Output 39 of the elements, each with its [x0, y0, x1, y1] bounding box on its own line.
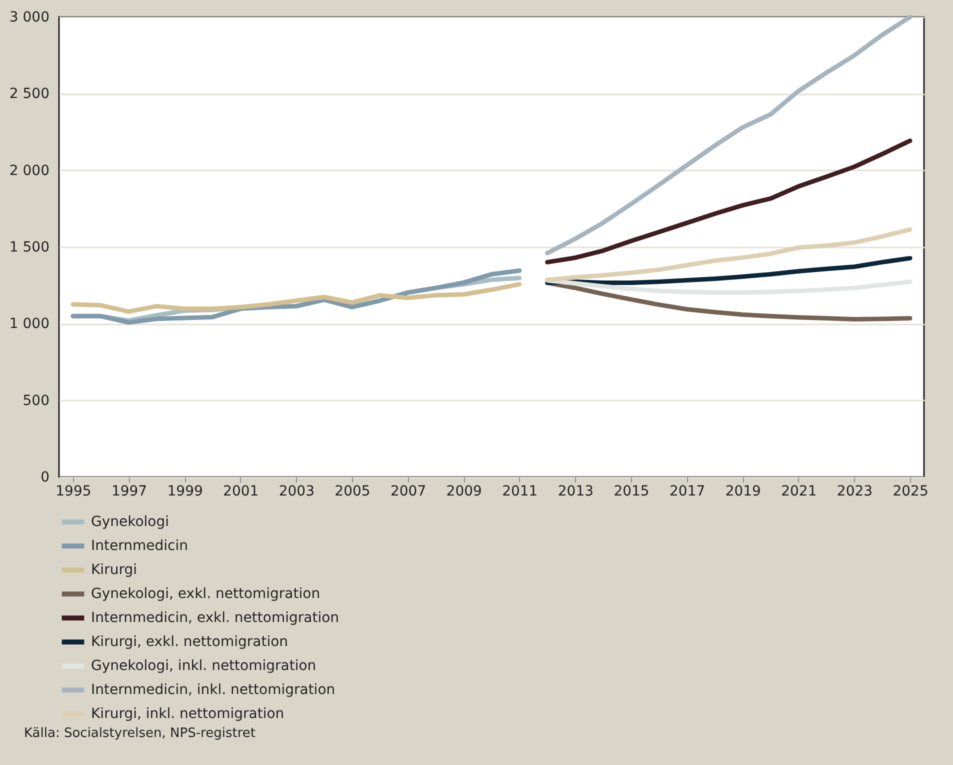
legend-label: Kirurgi, inkl. nettomigration — [91, 706, 284, 722]
line-series — [70, 282, 522, 314]
x-tick-label: 2025 — [892, 484, 928, 500]
x-tick-label: 1997 — [111, 484, 148, 500]
y-tick-label: 1 500 — [9, 240, 50, 256]
line-series — [70, 268, 522, 325]
legend-label: Kirurgi — [91, 562, 137, 578]
x-tick-label: 2023 — [836, 484, 873, 500]
x-tick-label: 2021 — [781, 484, 817, 500]
x-tick-label: 2001 — [223, 484, 259, 500]
x-tick-label: 1999 — [167, 484, 203, 500]
y-tick-label: 2 500 — [9, 86, 50, 102]
line-series — [545, 138, 912, 264]
legend-label: Gynekologi, exkl. nettomigration — [91, 586, 320, 602]
x-tick-label: 1995 — [56, 484, 92, 500]
legend-label: Internmedicin — [91, 538, 188, 554]
text: Källa: Socialstyrelsen, NPS-registret — [24, 726, 256, 741]
y-tick-label: 0 — [40, 470, 50, 486]
y-tick-label: 3 000 — [9, 10, 50, 26]
legend-label: Internmedicin, inkl. nettomigration — [91, 682, 336, 698]
x-tick-label: 2011 — [502, 484, 538, 500]
x-tick-label: 2017 — [670, 484, 706, 500]
x-tick-label: 2007 — [390, 484, 426, 500]
legend-label: Gynekologi, inkl. nettomigration — [91, 658, 316, 674]
y-tick-label: 500 — [22, 392, 50, 409]
y-tick-label: 2 000 — [9, 162, 50, 179]
line-series — [545, 14, 912, 256]
line-series — [545, 227, 912, 282]
y-tick-label: 1 000 — [9, 316, 50, 332]
x-tick-label: 2005 — [334, 484, 370, 500]
x-tick-label: 2009 — [446, 484, 482, 500]
x-tick-label: 2013 — [558, 484, 594, 500]
x-tick-label: 2003 — [278, 484, 314, 500]
legend-label: Gynekologi — [91, 514, 170, 530]
x-tick-label: 2019 — [725, 484, 761, 500]
legend-label: Kirurgi, exkl. nettomigration — [91, 634, 288, 650]
line-series — [545, 278, 912, 295]
legend-label: Internmedicin, exkl. nettomigration — [91, 610, 340, 626]
x-tick-label: 2015 — [614, 484, 650, 500]
